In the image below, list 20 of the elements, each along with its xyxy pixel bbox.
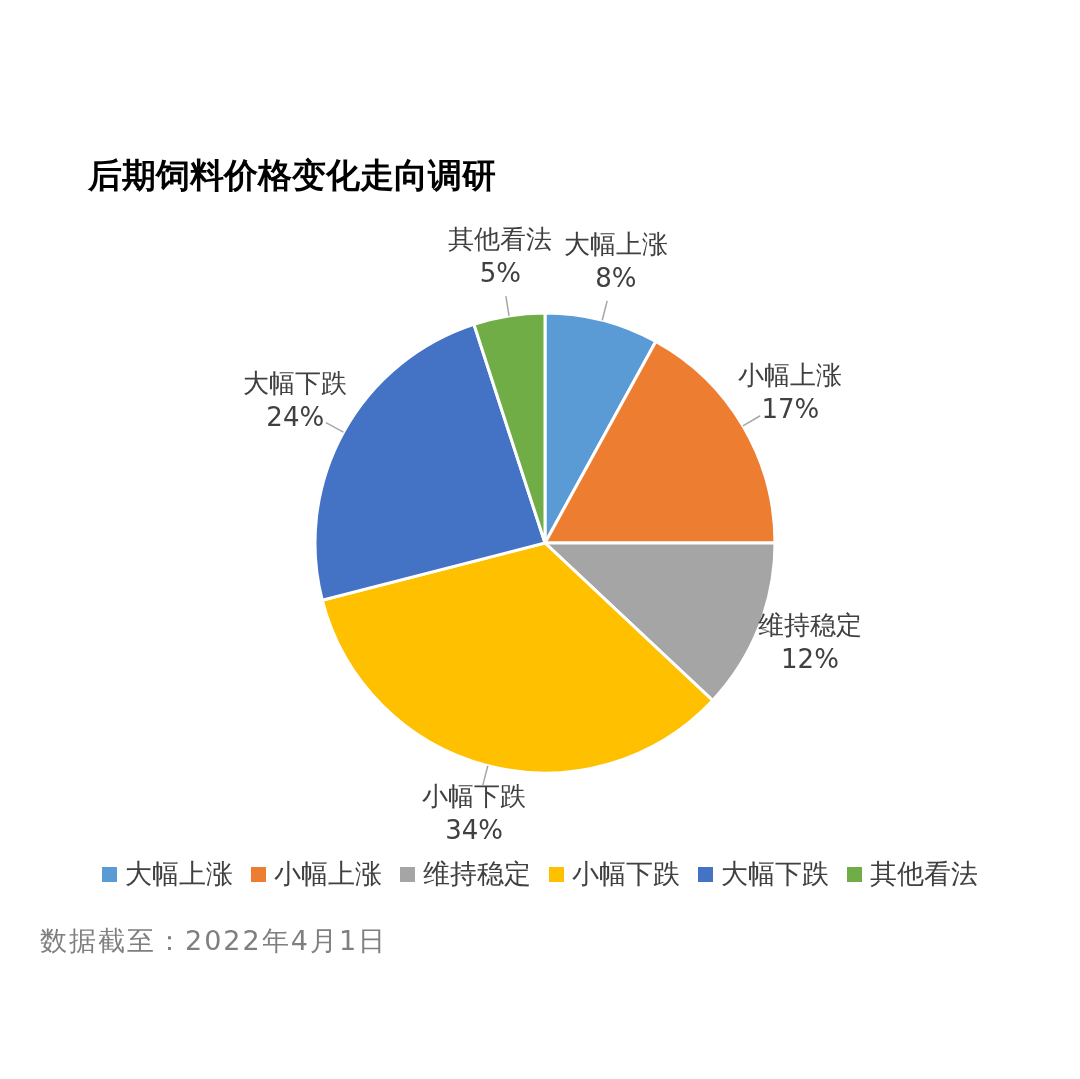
legend-label: 小幅下跌 (572, 857, 680, 891)
slice-label: 小幅上涨 (738, 359, 843, 390)
data-label: 5% (479, 257, 522, 288)
data-label: 8% (595, 262, 637, 293)
data-label: 17% (761, 393, 820, 424)
legend-label: 维持稳定 (423, 857, 531, 891)
slice-label: 大幅下跌 (243, 367, 348, 398)
slice-label: 大幅上涨 (563, 228, 668, 259)
legend-label: 大幅下跌 (721, 857, 829, 891)
legend-label: 大幅上涨 (125, 857, 233, 891)
legend-label: 其他看法 (870, 857, 978, 891)
data-label: 34% (445, 815, 504, 846)
slice-label: 维持稳定 (757, 609, 862, 640)
slice-label: 小幅下跌 (422, 781, 527, 812)
data-label: 12% (781, 643, 839, 674)
text: 数据截至：2022年4月1日 (40, 924, 388, 958)
legend-label: 小幅上涨 (274, 857, 382, 891)
data-label: 24% (266, 401, 325, 432)
slice-label: 其他看法 (448, 223, 553, 254)
chart-title: 后期饲料价格变化走向调研 (88, 154, 496, 197)
